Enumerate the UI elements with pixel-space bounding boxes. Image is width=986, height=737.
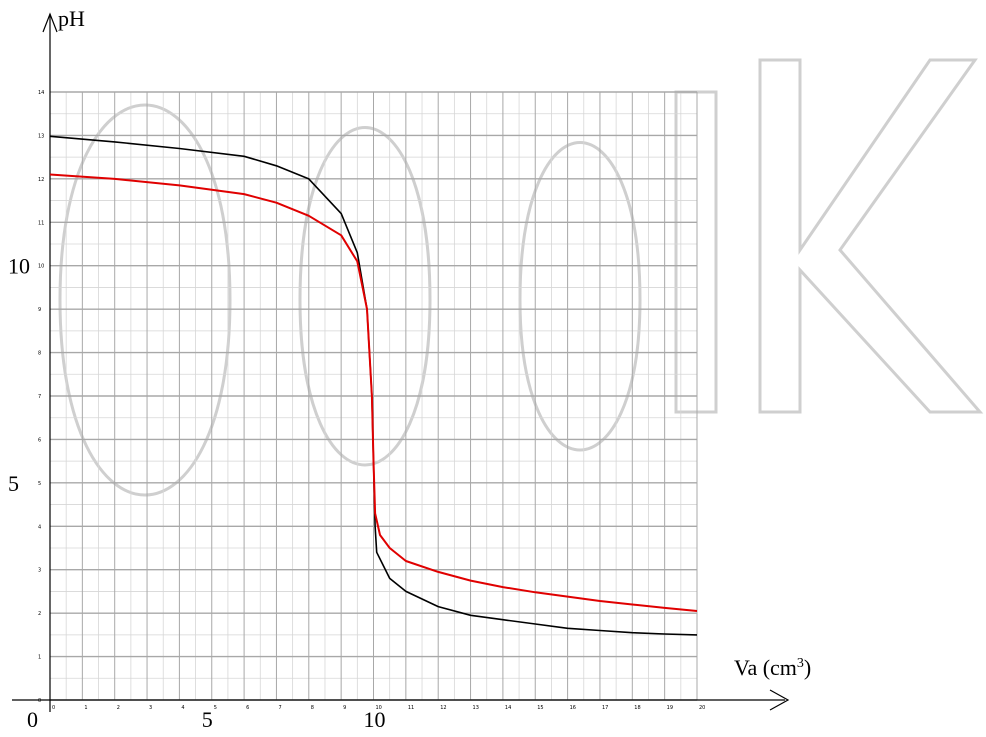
x-small-tick-label: 11 — [408, 705, 414, 711]
x-small-tick-label: 5 — [214, 705, 217, 711]
x-small-tick-label: 2 — [117, 705, 120, 711]
x-small-tick-label: 19 — [667, 705, 673, 711]
watermark-shape — [518, 141, 642, 452]
watermark-shape — [58, 103, 232, 497]
y-small-tick-label: 6 — [38, 437, 41, 443]
x-small-tick-label: 7 — [278, 705, 281, 711]
y-small-tick-label: 8 — [38, 351, 41, 357]
x-tick-label: 5 — [202, 707, 213, 732]
watermark-shape — [758, 58, 984, 414]
y-small-tick-label: 0 — [38, 698, 41, 704]
y-small-tick-label: 7 — [38, 394, 41, 400]
x-small-tick-label: 10 — [376, 705, 382, 711]
series-layer — [49, 135, 698, 636]
x-small-tick-label: 13 — [473, 705, 479, 711]
x-tick-label: 10 — [364, 707, 386, 732]
x-small-tick-label: 17 — [602, 705, 608, 711]
y-small-tick-label: 5 — [38, 481, 41, 487]
y-small-tick-label: 10 — [38, 264, 44, 270]
x-axis-title-close: ) — [804, 655, 811, 680]
x-small-tick-label: 9 — [343, 705, 346, 711]
x-small-tick-label: 4 — [181, 705, 184, 711]
y-axis-title: pH — [58, 6, 85, 31]
x-small-tick-label: 1 — [84, 705, 87, 711]
y-axis-arrow — [42, 12, 58, 33]
x-small-tick-label: 0 — [52, 705, 55, 711]
y-small-tick-label: 14 — [38, 90, 44, 96]
y-tick-label: 5 — [8, 471, 19, 496]
y-small-tick-label: 3 — [38, 568, 41, 574]
x-small-tick-label: 20 — [699, 705, 705, 711]
x-small-tick-label: 12 — [440, 705, 446, 711]
y-small-tick-label: 2 — [38, 611, 41, 617]
x-axis-title-main: Va (cm — [734, 655, 797, 680]
y-small-tick-label: 1 — [38, 655, 41, 661]
x-axis-title-sup: 3 — [797, 656, 804, 671]
y-small-tick-label: 11 — [38, 220, 44, 226]
x-small-tick-label: 15 — [537, 705, 543, 711]
series-line-1 — [49, 173, 698, 612]
x-small-tick-label: 6 — [246, 705, 249, 711]
watermark-shape — [298, 126, 432, 467]
watermark — [58, 58, 984, 497]
y-small-tick-label: 13 — [38, 133, 44, 139]
y-small-tick-label: 12 — [38, 177, 44, 183]
y-small-tick-label: 9 — [38, 307, 41, 313]
grid-major — [49, 91, 698, 701]
watermark-shape — [674, 90, 718, 414]
x-small-tick-label: 14 — [505, 705, 511, 711]
x-small-tick-label: 8 — [311, 705, 314, 711]
x-small-tick-label: 18 — [634, 705, 640, 711]
y-tick-label: 10 — [8, 254, 30, 279]
y-small-tick-label: 4 — [38, 524, 41, 530]
x-tick-label: 0 — [27, 707, 38, 732]
x-axis-arrow — [769, 689, 790, 711]
series-line-0 — [49, 135, 698, 636]
x-small-tick-label: 3 — [149, 705, 152, 711]
x-small-tick-label: 16 — [570, 705, 576, 711]
x-axis-title: Va (cm3) — [734, 655, 811, 680]
